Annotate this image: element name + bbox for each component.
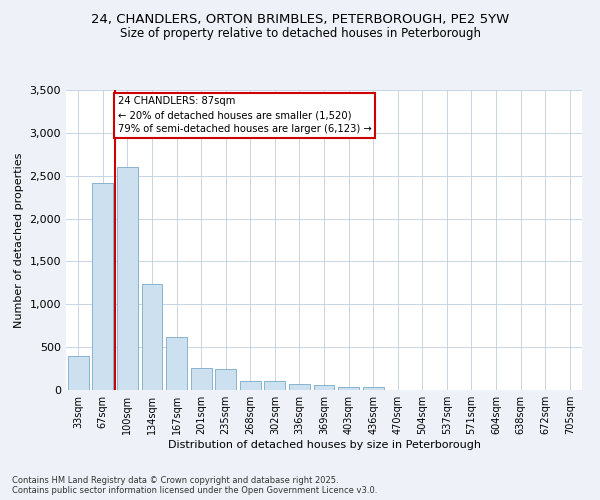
Bar [314,385,334,390]
Bar [166,337,187,390]
Bar [289,384,310,390]
Y-axis label: Number of detached properties: Number of detached properties [14,152,24,328]
Text: 24, CHANDLERS, ORTON BRIMBLES, PETERBOROUGH, PE2 5YW: 24, CHANDLERS, ORTON BRIMBLES, PETERBORO… [91,12,509,26]
Bar [142,284,163,390]
Bar [362,387,383,390]
X-axis label: Distribution of detached houses by size in Peterborough: Distribution of detached houses by size … [167,440,481,450]
Bar [215,368,236,390]
Bar [240,381,261,390]
Text: Contains HM Land Registry data © Crown copyright and database right 2025.
Contai: Contains HM Land Registry data © Crown c… [12,476,377,495]
Text: 24 CHANDLERS: 87sqm
← 20% of detached houses are smaller (1,520)
79% of semi-det: 24 CHANDLERS: 87sqm ← 20% of detached ho… [118,96,371,134]
Bar [68,356,89,390]
Bar [338,386,359,390]
Bar [117,167,138,390]
Bar [92,182,113,390]
Text: Size of property relative to detached houses in Peterborough: Size of property relative to detached ho… [119,28,481,40]
Bar [191,368,212,390]
Bar [265,382,286,390]
